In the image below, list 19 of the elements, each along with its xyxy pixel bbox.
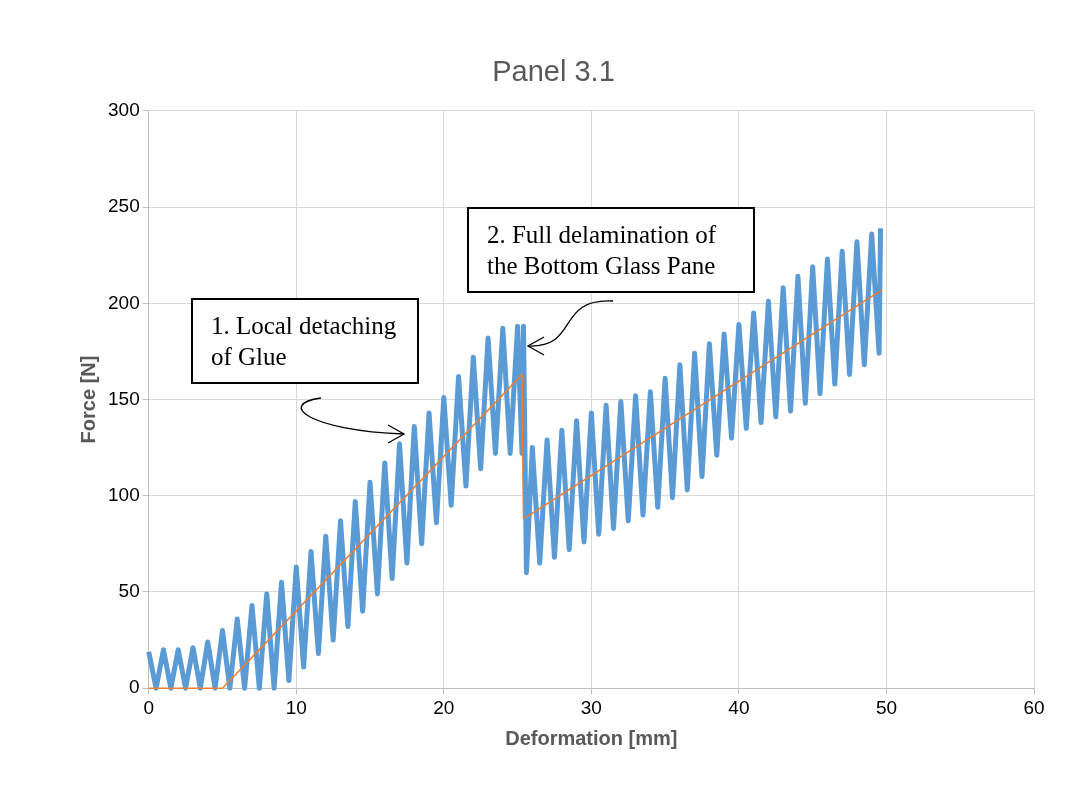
y-tick-label: 0 (129, 676, 140, 698)
y-tick-label: 50 (118, 580, 140, 602)
annotation: 2. Full delamination of the Bottom Glass Pane (466, 206, 755, 293)
x-tick-label: 20 (433, 696, 455, 718)
y-tick-label: 150 (108, 387, 140, 409)
chart-title: Panel 3.1 (492, 55, 615, 88)
x-tick-label: 60 (1023, 696, 1045, 718)
x-tick-label: 40 (728, 696, 750, 718)
x-tick-label: 0 (143, 696, 154, 718)
x-tick-label: 50 (875, 696, 898, 718)
y-tick-label: 200 (108, 291, 140, 313)
annotation: 1. Local detaching of Glue (190, 298, 419, 385)
y-tick-label: 300 (108, 99, 140, 121)
x-tick-label: 10 (285, 696, 307, 718)
y-tick-label: 250 (108, 195, 140, 217)
y-tick-label: 100 (108, 483, 140, 505)
x-tick-label: 30 (580, 696, 602, 718)
x-axis-title: Deformation [mm] (505, 726, 678, 749)
y-axis-title: Force [N] (76, 355, 99, 444)
